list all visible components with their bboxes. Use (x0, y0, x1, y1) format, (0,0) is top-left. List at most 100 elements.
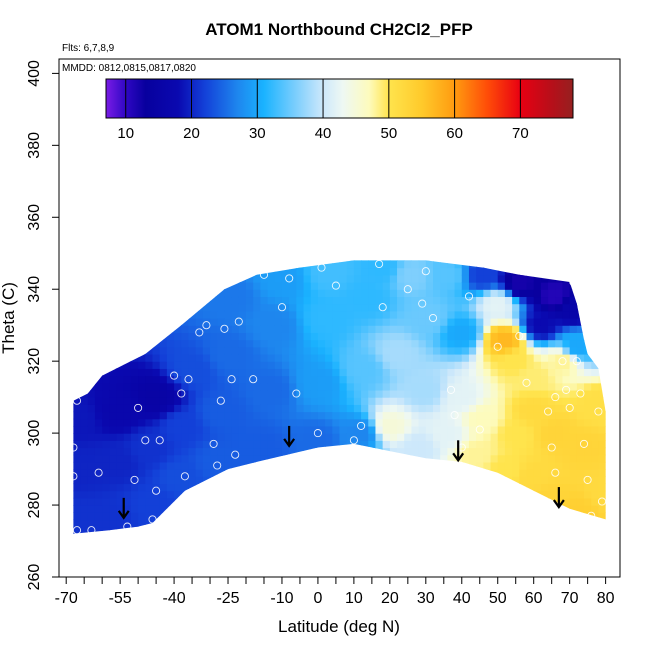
field-cell (504, 440, 513, 449)
field-cell (188, 339, 197, 348)
field-cell (181, 490, 190, 499)
field-cell (468, 397, 477, 405)
field-cell (152, 318, 161, 326)
sample-point (195, 328, 204, 337)
field-cell (447, 318, 456, 326)
sample-point (130, 475, 139, 484)
field-cell (613, 462, 621, 470)
field-cell (540, 497, 549, 506)
field-cell (382, 274, 391, 283)
field-cell (512, 461, 520, 470)
field-cell (274, 346, 283, 355)
field-cell (332, 389, 341, 398)
field-cell (166, 339, 175, 348)
field-cell (397, 375, 405, 384)
field-cell (281, 404, 290, 413)
field-cell (109, 368, 118, 377)
field-cell (310, 368, 319, 377)
field-cell (109, 296, 118, 305)
field-cell (238, 368, 247, 377)
field-cell (440, 339, 448, 348)
field-cell (181, 310, 190, 319)
field-cell (497, 505, 506, 513)
field-cell (289, 332, 297, 341)
field-cell (440, 418, 448, 427)
field-cell (253, 310, 261, 319)
field-cell (346, 260, 355, 262)
field-cell (181, 282, 190, 290)
field-cell (533, 425, 542, 434)
field-cell (483, 425, 492, 434)
field-cell (483, 447, 492, 456)
field-cell (153, 534, 161, 542)
field-cell (353, 490, 362, 499)
field-cell (519, 310, 528, 319)
field-cell (570, 534, 578, 542)
field-cell (404, 534, 412, 542)
x-tick-label: 70 (561, 590, 579, 607)
field-cell (411, 404, 420, 413)
field-cell (152, 274, 161, 283)
field-cell (80, 476, 89, 485)
field-cell (138, 469, 146, 477)
field-cell (447, 353, 456, 362)
field-cell (504, 404, 513, 413)
field-cell (267, 260, 276, 262)
field-cell (217, 346, 226, 355)
field-cell (159, 382, 168, 391)
field-cell (361, 289, 369, 298)
field-cell (425, 260, 434, 262)
field-cell (382, 346, 391, 355)
field-cell (490, 361, 499, 369)
field-cell (383, 246, 391, 254)
field-cell (274, 353, 283, 362)
field-cell (217, 282, 226, 290)
field-cell (346, 361, 355, 369)
field-cell (274, 361, 283, 369)
field-cell (109, 440, 118, 449)
field-cell (591, 274, 600, 283)
field-cell (94, 469, 103, 477)
field-cell (382, 425, 391, 434)
field-cell (131, 541, 139, 549)
field-cell (375, 397, 384, 405)
field-cell (598, 505, 606, 513)
field-cell (317, 289, 326, 298)
field-cell (246, 411, 254, 420)
field-cell (497, 310, 506, 319)
field-cell (166, 454, 175, 463)
field-cell (389, 447, 398, 456)
field-cell (375, 260, 384, 269)
field-cell (548, 512, 556, 521)
field-cell (188, 404, 197, 413)
field-cell (490, 303, 499, 312)
field-cell (533, 289, 542, 298)
field-cell (253, 519, 261, 528)
field-cell (332, 282, 341, 290)
field-cell (404, 433, 413, 441)
field-cell (346, 454, 355, 463)
field-cell (73, 382, 82, 391)
field-cell (210, 534, 218, 542)
field-cell (238, 505, 247, 513)
field-cell (282, 246, 290, 254)
field-cell (224, 411, 233, 420)
field-cell (562, 534, 570, 542)
field-cell (540, 318, 549, 326)
field-cell (569, 461, 578, 470)
field-cell (598, 512, 606, 521)
field-cell (267, 267, 276, 276)
field-cell (375, 289, 384, 298)
field-cell (152, 433, 161, 441)
field-cell (73, 289, 74, 298)
field-cell (476, 274, 484, 283)
field-cell (606, 483, 614, 491)
field-cell (87, 404, 96, 413)
field-cell (469, 541, 477, 549)
field-cell (411, 440, 420, 449)
field-cell (94, 461, 103, 470)
field-cell (174, 447, 182, 456)
field-cell (224, 289, 233, 298)
field-cell (88, 534, 96, 542)
field-cell (94, 361, 103, 369)
